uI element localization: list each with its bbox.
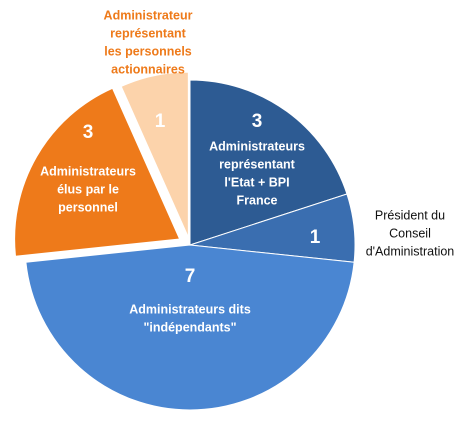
pie-slice [120,71,189,238]
slice-label: actionnaires [111,62,185,76]
slice-label: représentant [110,26,187,40]
slice-label: les personnels [104,44,192,58]
pie-slice [189,79,348,246]
slice-label: personnel [58,200,118,214]
slice-label: Administrateurs [40,164,136,178]
slice-label: d'Administration [366,244,455,258]
slice-label: Administrateur [104,8,193,22]
slice-label: "indépendants" [143,320,236,334]
value-label: 7 [185,266,196,287]
value-label: 3 [83,122,94,143]
slice-label: l'Etat + BPI [224,175,289,189]
slice-label: Conseil [389,226,431,240]
value-label: 3 [252,111,263,132]
value-label: 1 [155,111,166,132]
slice-label: représentant [219,157,296,171]
slice-label: Administrateurs dits [129,302,251,316]
value-label: 1 [310,227,321,248]
slice-label: Président du [375,208,445,222]
slice-label: Administrateurs [209,139,305,153]
slice-label: élus par le [57,182,119,196]
slice-label: France [237,193,278,207]
pie-slice [14,87,181,257]
pie-slice [25,244,355,411]
